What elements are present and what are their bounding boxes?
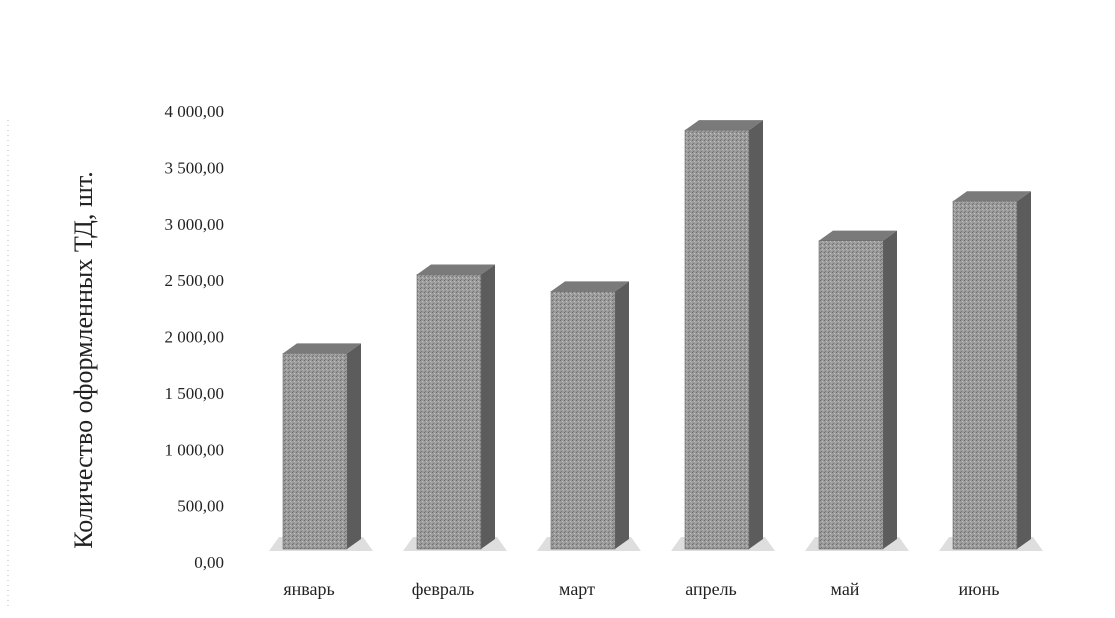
bar-top	[685, 120, 763, 131]
bar	[403, 264, 507, 551]
bar-top	[551, 281, 629, 292]
bar-side	[615, 281, 629, 549]
bar-side	[1017, 191, 1031, 549]
bar-top	[819, 230, 897, 241]
x-category-label: июнь	[959, 579, 1000, 599]
bar-front	[282, 353, 348, 550]
y-tick-label: 3 500,00	[165, 158, 225, 177]
bar-side	[481, 264, 495, 549]
bar	[939, 191, 1043, 551]
x-axis-categories: январь февраль март апрель май июнь	[283, 579, 999, 599]
y-tick-label: 2 500,00	[165, 271, 225, 290]
bars	[269, 120, 1043, 551]
x-category-label: февраль	[412, 579, 475, 599]
bar-side	[883, 230, 897, 549]
bar	[805, 230, 909, 551]
bar-top	[953, 191, 1031, 202]
y-tick-label: 3 000,00	[165, 215, 225, 234]
bar	[671, 120, 775, 551]
x-category-label: май	[831, 579, 860, 599]
bar	[269, 343, 373, 551]
y-tick-label: 1 500,00	[165, 384, 225, 403]
bar-front	[684, 129, 750, 550]
bar-front	[818, 240, 884, 550]
y-tick-label: 1 000,00	[165, 440, 225, 459]
y-axis-label: Количество оформленных ТД, шт.	[69, 171, 98, 548]
bar-side	[749, 120, 763, 549]
bar-top	[283, 343, 361, 354]
y-tick-label: 2 000,00	[165, 328, 225, 347]
x-category-label: апрель	[685, 579, 737, 599]
bar-side	[347, 343, 361, 549]
x-category-label: март	[559, 579, 595, 599]
bar	[537, 281, 641, 551]
y-tick-label: 0,00	[194, 553, 224, 572]
x-category-label: январь	[283, 579, 334, 599]
bar-top	[417, 264, 495, 275]
bar-front	[952, 200, 1018, 550]
bar-front	[550, 291, 616, 550]
y-tick-label: 500,00	[177, 497, 224, 516]
bar-front	[416, 274, 482, 550]
y-tick-label: 4 000,00	[165, 102, 225, 121]
y-axis-ticks: 0,00 500,00 1 000,00 1 500,00 2 000,00 2 500,…	[165, 102, 225, 572]
